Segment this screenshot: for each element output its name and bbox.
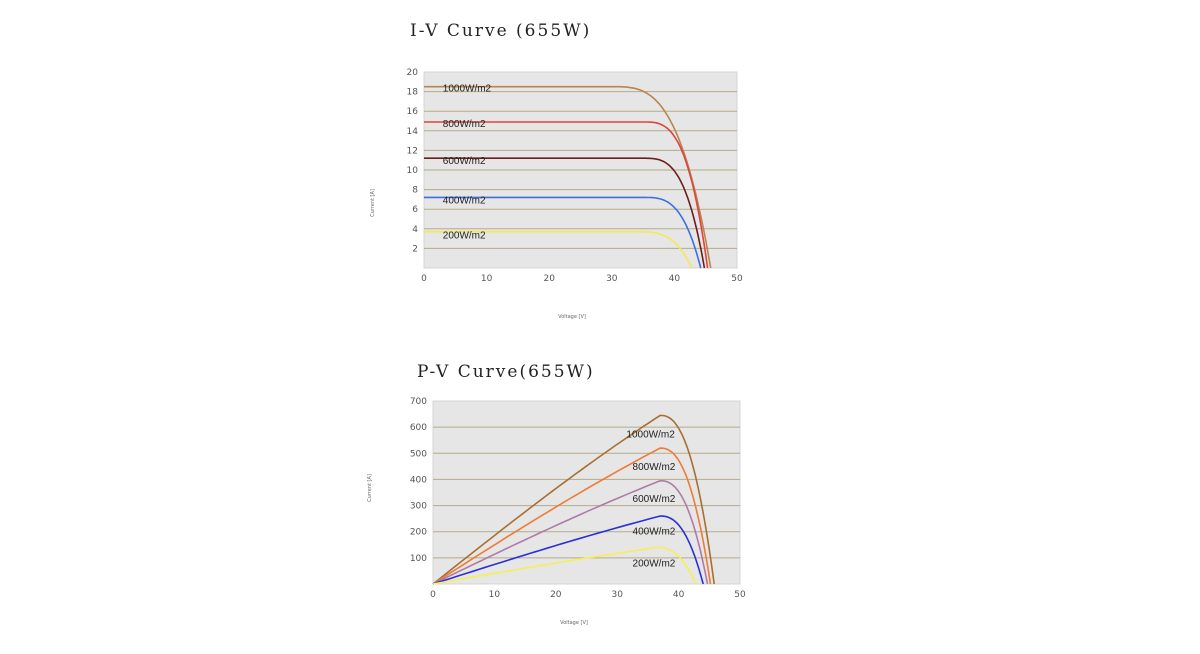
series-label-4: 200W/m2 <box>633 558 676 569</box>
y-tick-label: 10 <box>407 166 419 176</box>
y-tick-label: 18 <box>407 88 419 98</box>
y-tick-label: 16 <box>407 107 419 117</box>
x-tick-label: 30 <box>606 274 618 284</box>
y-tick-label: 14 <box>407 127 419 137</box>
x-tick-label: 0 <box>421 274 427 284</box>
series-label-3: 400W/m2 <box>633 526 676 537</box>
x-tick-label: 50 <box>731 274 743 284</box>
y-axis-label: Current [A] <box>370 189 376 217</box>
plot-area <box>432 400 741 585</box>
chart-1: 100 200 300 400 500 600 700 0 10 20 30 40 50 Voltage … <box>367 397 746 626</box>
y-tick-label: 6 <box>412 205 418 215</box>
chart-0: 2 4 6 8 10 12 14 16 18 20 0 10 20 30 40 50 Voltage [V] Cu… <box>370 68 743 320</box>
y-tick-label: 300 <box>410 502 427 512</box>
iv-chart-title: I-V Curve (655W) <box>410 21 592 41</box>
series-label-1: 800W/m2 <box>633 462 676 473</box>
series-line-1 <box>424 121 709 269</box>
y-tick-label: 400 <box>410 475 427 485</box>
y-tick-label: 500 <box>410 449 427 459</box>
series-label-0: 1000W/m2 <box>626 430 675 441</box>
x-tick-label: 50 <box>734 590 746 600</box>
series-label-2: 600W/m2 <box>443 156 486 167</box>
series-line-4 <box>424 230 693 269</box>
series-label-2: 600W/m2 <box>633 494 676 505</box>
y-axis-label: Current [A] <box>367 474 373 502</box>
x-tick-label: 40 <box>669 274 681 284</box>
series-line-3 <box>424 196 702 269</box>
y-tick-label: 4 <box>412 225 418 235</box>
x-axis-label: Voltage [V] <box>558 314 586 320</box>
x-tick-label: 0 <box>430 590 436 600</box>
series-line-2 <box>424 157 706 269</box>
series-line-1 <box>432 447 712 585</box>
x-tick-label: 10 <box>489 590 501 600</box>
x-tick-label: 20 <box>543 274 555 284</box>
y-tick-label: 12 <box>407 146 418 156</box>
y-tick-label: 100 <box>410 554 427 564</box>
y-tick-label: 200 <box>410 528 427 538</box>
x-tick-label: 10 <box>481 274 493 284</box>
series-line-0 <box>432 414 715 585</box>
x-tick-label: 40 <box>673 590 685 600</box>
series-line-4 <box>432 546 697 585</box>
series-label-3: 400W/m2 <box>443 195 486 206</box>
series-line-3 <box>432 515 704 585</box>
y-tick-label: 600 <box>410 423 427 433</box>
pv-chart-title: P-V Curve(655W) <box>417 362 595 382</box>
x-tick-label: 20 <box>550 590 562 600</box>
series-line-2 <box>432 479 709 585</box>
y-tick-label: 8 <box>412 186 418 196</box>
series-label-4: 200W/m2 <box>443 231 486 242</box>
y-tick-label: 20 <box>407 68 419 78</box>
series-label-1: 800W/m2 <box>443 119 486 130</box>
series-label-0: 1000W/m2 <box>443 84 492 95</box>
x-tick-label: 30 <box>611 590 623 600</box>
y-tick-label: 2 <box>412 244 418 254</box>
y-tick-label: 700 <box>410 397 427 407</box>
x-axis-label: Voltage [V] <box>560 620 588 626</box>
